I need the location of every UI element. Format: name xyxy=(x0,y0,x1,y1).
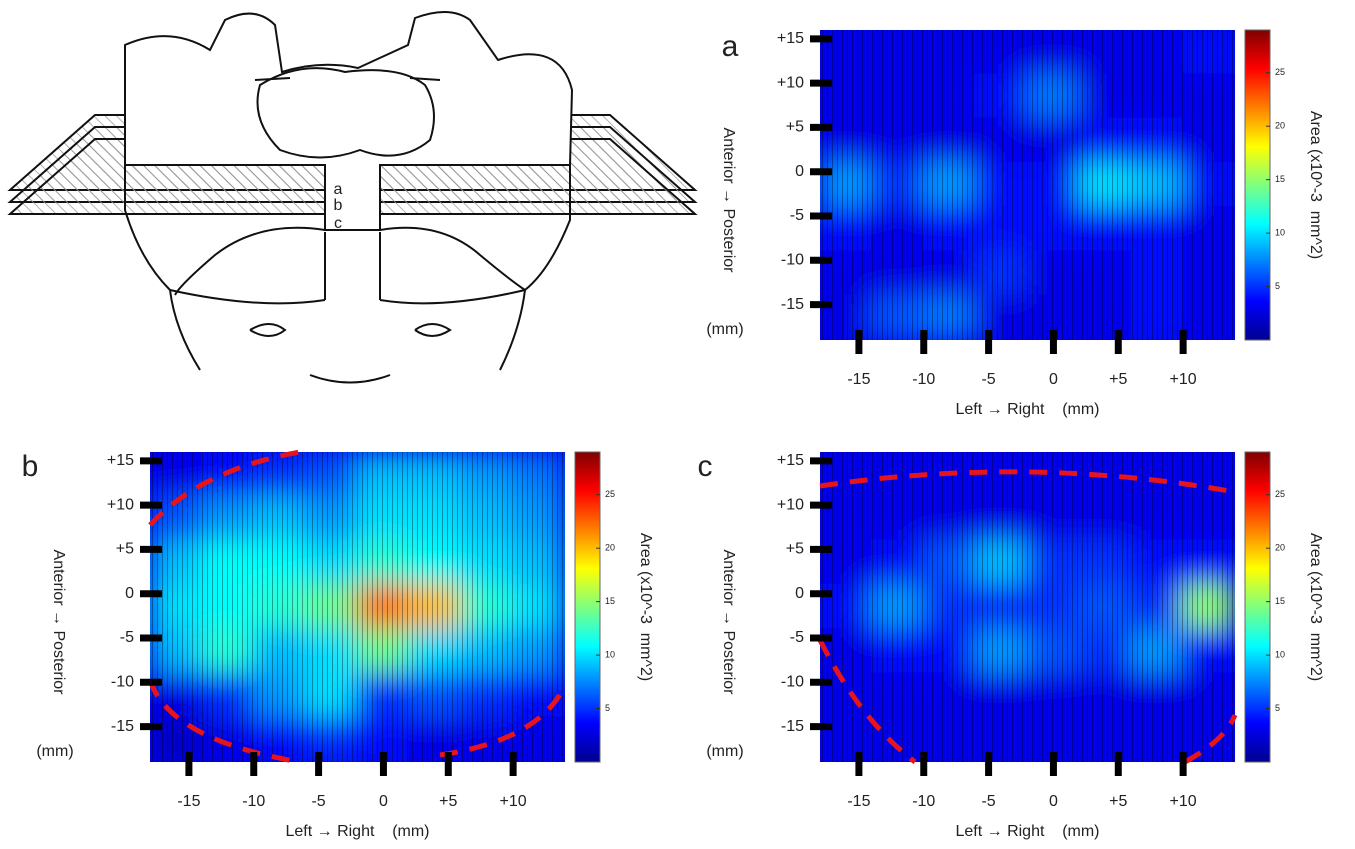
y-tick-label: +15 xyxy=(107,452,134,469)
panel-label: a xyxy=(722,30,739,63)
colorbar-tick-label: 15 xyxy=(1275,174,1285,184)
x-axis-label: Left → Right (mm) xyxy=(955,401,1099,418)
y-tick-label: -5 xyxy=(790,629,804,646)
colorbar-tick-label: 15 xyxy=(605,596,615,606)
y-tick-label: -10 xyxy=(781,674,804,691)
x-tick-label: -10 xyxy=(242,793,265,810)
y-tick-label: 0 xyxy=(795,585,804,602)
colorbar-tick-label: 10 xyxy=(1275,649,1285,659)
slice-label: b xyxy=(334,197,343,214)
y-tick-label: +5 xyxy=(116,541,134,558)
colorbar-tick-label: 25 xyxy=(605,489,615,499)
colorbar-tick-label: 15 xyxy=(1275,596,1285,606)
y-axis-unit: (mm) xyxy=(706,743,743,760)
y-tick-label: 0 xyxy=(125,585,134,602)
y-tick-label: -10 xyxy=(781,252,804,269)
y-tick-label: +15 xyxy=(777,452,804,469)
grid-texture xyxy=(150,452,565,762)
x-tick-label: -5 xyxy=(311,793,325,810)
y-tick-label: +5 xyxy=(786,119,804,136)
y-tick-label: -15 xyxy=(111,718,134,735)
x-tick-label: +5 xyxy=(1109,793,1127,810)
brain-diagram xyxy=(7,11,698,384)
y-tick-label: -5 xyxy=(120,629,134,646)
grid-texture xyxy=(820,452,1235,762)
x-tick-label: +5 xyxy=(439,793,457,810)
x-tick-label: -10 xyxy=(912,371,935,388)
colorbar-label: Area (x10^-3 mm^2) xyxy=(637,533,654,681)
slice-label: c xyxy=(334,215,342,232)
y-axis-label: Anterior → Posterior xyxy=(50,550,67,696)
y-tick-label: +10 xyxy=(107,496,134,513)
x-axis-label: Left → Right (mm) xyxy=(955,823,1099,840)
colorbar-tick-label: 20 xyxy=(1275,543,1285,553)
x-tick-label: -5 xyxy=(981,793,995,810)
y-axis-label: Anterior → Posterior xyxy=(720,550,737,696)
colorbar-tick-label: 20 xyxy=(1275,121,1285,131)
colorbar xyxy=(1244,451,1271,763)
y-tick-label: +10 xyxy=(777,74,804,91)
panel-label: c xyxy=(698,450,713,483)
roi-outline xyxy=(147,449,568,765)
y-tick-label: +15 xyxy=(777,30,804,47)
colorbar-tick-label: 25 xyxy=(1275,489,1285,499)
x-tick-label: 0 xyxy=(1049,793,1058,810)
x-tick-label: 0 xyxy=(379,793,388,810)
y-axis-label: Anterior → Posterior xyxy=(720,128,737,274)
colorbar-label: Area (x10^-3 mm^2) xyxy=(1307,533,1324,681)
x-tick-label: -15 xyxy=(177,793,200,810)
panel-label: b xyxy=(22,450,39,483)
y-tick-label: +10 xyxy=(777,496,804,513)
heatmap xyxy=(150,452,565,762)
colorbar-tick-label: 5 xyxy=(1275,703,1280,713)
x-tick-label: -15 xyxy=(847,371,870,388)
roi-outline xyxy=(817,469,1238,765)
colorbar-tick-label: 25 xyxy=(1275,67,1285,77)
y-tick-label: 0 xyxy=(795,163,804,180)
x-tick-label: -5 xyxy=(981,371,995,388)
y-axis-unit: (mm) xyxy=(36,743,73,760)
y-axis-unit: (mm) xyxy=(706,321,743,338)
heatmap xyxy=(820,30,1235,340)
colorbar-tick-label: 5 xyxy=(605,703,610,713)
y-tick-label: -10 xyxy=(111,674,134,691)
x-axis-label: Left → Right (mm) xyxy=(285,823,429,840)
x-tick-label: +10 xyxy=(500,793,527,810)
grid-texture xyxy=(820,30,1235,340)
y-tick-label: -15 xyxy=(781,718,804,735)
colorbar-tick-label: 20 xyxy=(605,543,615,553)
x-tick-label: 0 xyxy=(1049,371,1058,388)
colorbar-tick-label: 10 xyxy=(1275,227,1285,237)
y-tick-label: -15 xyxy=(781,296,804,313)
x-tick-label: +5 xyxy=(1109,371,1127,388)
colorbar-label: Area (x10^-3 mm^2) xyxy=(1307,111,1324,259)
x-tick-label: -10 xyxy=(912,793,935,810)
colorbar-tick-label: 10 xyxy=(605,649,615,659)
heatmap xyxy=(820,452,1235,762)
colorbar-tick-label: 5 xyxy=(1275,281,1280,291)
y-tick-label: +5 xyxy=(786,541,804,558)
colorbar xyxy=(574,451,601,763)
y-tick-label: -5 xyxy=(790,207,804,224)
colorbar xyxy=(1244,29,1271,341)
x-tick-label: +10 xyxy=(1170,793,1197,810)
x-tick-label: +10 xyxy=(1170,371,1197,388)
x-tick-label: -15 xyxy=(847,793,870,810)
slice-label: a xyxy=(334,181,343,198)
